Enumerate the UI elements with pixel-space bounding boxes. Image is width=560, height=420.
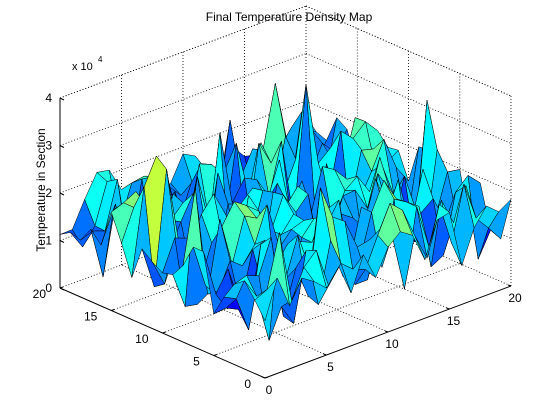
x-tick-label: 5	[327, 360, 334, 374]
grid-line	[305, 5, 512, 97]
x-tick-label: 20	[508, 291, 522, 305]
z-tick-label: 0	[45, 281, 52, 295]
y-tick-label: 10	[135, 332, 149, 346]
y-tick-label: 0	[244, 377, 251, 391]
z-tick-mark	[59, 145, 65, 148]
x-tick-mark	[507, 284, 512, 287]
y-tick-mark	[162, 331, 166, 334]
x-tick-label: 10	[385, 337, 399, 351]
y-tick-label: 20	[33, 287, 47, 301]
z-tick-mark	[59, 192, 65, 196]
z-tick-mark	[59, 240, 65, 243]
grid-line	[305, 100, 512, 192]
y-tick-mark	[213, 354, 217, 356]
x-tick-label: 15	[447, 314, 461, 328]
surface-patch	[254, 277, 278, 322]
surface-mesh	[59, 83, 512, 341]
z-tick-mark	[59, 97, 65, 101]
z-tick-label: 1	[45, 234, 52, 248]
x-tick-mark	[261, 376, 266, 379]
z-tick-label: 2	[45, 186, 52, 200]
z-tick-label: 4	[45, 91, 52, 105]
y-tick-label: 15	[84, 310, 98, 324]
z-exponent-power: 4	[98, 55, 103, 64]
z-axis-label: Temperature in Section	[34, 128, 48, 251]
z-tick-mark	[59, 287, 65, 291]
z-exponent-label: x 10	[72, 61, 93, 73]
x-tick-mark	[384, 330, 389, 333]
y-tick-mark	[264, 376, 269, 379]
z-tick-label: 3	[45, 139, 52, 153]
y-tick-mark	[111, 309, 115, 311]
grid-line	[305, 53, 512, 144]
x-tick-mark	[446, 307, 450, 310]
chart-title: Final Temperature Density Map	[206, 10, 373, 24]
y-tick-label: 5	[193, 355, 200, 369]
x-tick-label: 0	[266, 383, 273, 397]
x-tick-mark	[323, 353, 327, 356]
